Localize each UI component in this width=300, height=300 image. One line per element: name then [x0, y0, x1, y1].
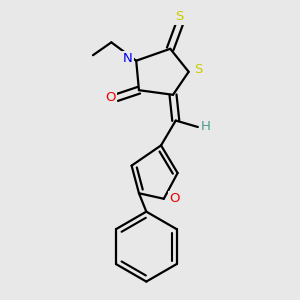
Text: H: H: [200, 121, 210, 134]
Text: N: N: [123, 52, 133, 65]
Text: O: O: [105, 91, 116, 104]
Text: S: S: [194, 63, 202, 76]
Text: O: O: [169, 192, 180, 205]
Text: S: S: [175, 10, 184, 23]
